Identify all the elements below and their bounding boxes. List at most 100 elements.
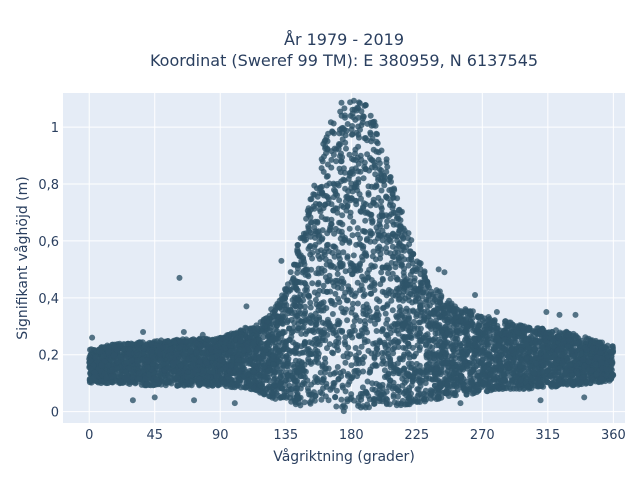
data-point — [353, 182, 359, 188]
data-point — [332, 291, 338, 297]
data-point — [379, 188, 385, 194]
data-point — [501, 346, 507, 352]
data-point — [368, 212, 374, 218]
data-point — [327, 341, 333, 347]
data-point — [349, 335, 355, 341]
data-point — [418, 383, 424, 389]
data-point — [349, 156, 355, 162]
data-point — [343, 146, 349, 152]
data-point — [403, 392, 409, 398]
data-point — [318, 370, 324, 376]
data-point — [357, 191, 363, 197]
data-point — [193, 350, 199, 356]
data-point — [424, 348, 430, 354]
data-point — [384, 156, 390, 162]
data-point — [360, 228, 366, 234]
data-point — [364, 151, 370, 157]
data-point — [325, 278, 331, 284]
data-point — [390, 307, 396, 313]
data-point — [362, 218, 368, 224]
data-point — [383, 311, 389, 317]
data-point — [307, 399, 313, 405]
data-point — [485, 343, 491, 349]
data-point — [323, 393, 329, 399]
data-point — [399, 209, 405, 215]
data-point — [215, 382, 221, 388]
data-point — [368, 131, 374, 137]
data-point — [225, 374, 231, 380]
data-point — [344, 297, 350, 303]
data-point — [369, 386, 375, 392]
data-point — [332, 394, 338, 400]
data-point — [349, 328, 355, 334]
data-point — [351, 98, 357, 104]
data-point — [319, 165, 325, 171]
data-point — [290, 297, 296, 303]
data-point — [387, 382, 393, 388]
data-point — [380, 277, 386, 283]
data-point — [435, 289, 441, 295]
data-point — [364, 237, 370, 243]
data-point — [355, 124, 361, 130]
data-point — [361, 175, 367, 181]
data-point — [374, 328, 380, 334]
data-point — [355, 225, 361, 231]
data-point — [457, 342, 463, 348]
data-point — [365, 379, 371, 385]
data-point — [480, 360, 486, 366]
data-point — [283, 287, 289, 293]
data-point — [423, 299, 429, 305]
data-point — [359, 327, 365, 333]
data-point — [345, 345, 351, 351]
data-point — [313, 311, 319, 317]
data-point — [321, 308, 327, 314]
data-point — [327, 273, 333, 279]
data-point — [397, 309, 403, 315]
data-point — [331, 130, 337, 136]
data-point — [374, 225, 380, 231]
data-point — [373, 182, 379, 188]
data-point — [377, 213, 383, 219]
data-point — [419, 280, 425, 286]
data-point — [329, 201, 335, 207]
data-point — [328, 165, 334, 171]
data-point — [376, 166, 382, 172]
data-point — [363, 311, 369, 317]
data-point — [350, 232, 356, 238]
data-point — [347, 214, 353, 220]
data-point — [345, 188, 351, 194]
data-point — [351, 252, 357, 258]
data-point — [406, 361, 412, 367]
data-point — [344, 317, 350, 323]
data-point — [355, 280, 361, 286]
data-point — [341, 105, 347, 111]
data-point — [478, 344, 484, 350]
data-point — [319, 270, 325, 276]
data-point — [283, 344, 289, 350]
data-point — [333, 226, 339, 232]
data-point — [355, 400, 361, 406]
data-point — [390, 346, 396, 352]
data-point — [574, 340, 580, 346]
data-point — [375, 175, 381, 181]
data-point — [396, 368, 402, 374]
data-point — [302, 309, 308, 315]
data-point — [339, 100, 345, 106]
data-point — [231, 331, 237, 337]
data-point — [331, 194, 337, 200]
data-point — [347, 268, 353, 274]
data-point — [335, 364, 341, 370]
data-point — [384, 397, 390, 403]
data-point — [355, 168, 361, 174]
data-point — [582, 334, 588, 340]
data-point — [355, 144, 361, 150]
data-point — [323, 256, 329, 262]
data-point — [383, 169, 389, 175]
data-point — [312, 289, 318, 295]
data-point — [371, 282, 377, 288]
data-point — [171, 375, 177, 381]
data-point — [302, 238, 308, 244]
data-point — [370, 157, 376, 163]
data-point — [333, 404, 339, 410]
data-point — [393, 275, 399, 281]
